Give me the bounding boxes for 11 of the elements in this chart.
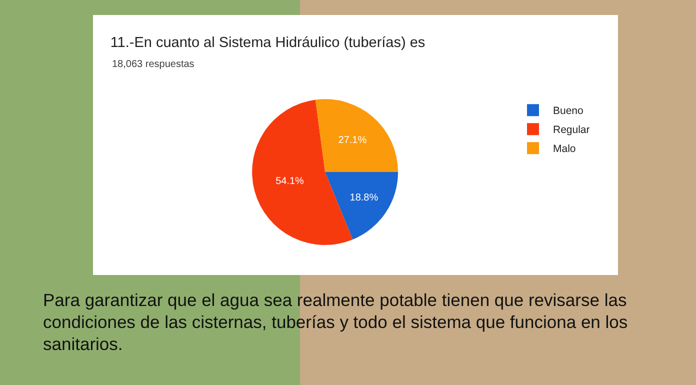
data-label: 27.1% (338, 135, 367, 146)
text: Para garantizar que el agua sea realmente potable tienen que revisarse las condiciones de las cisternas, tuberías y todo el sistema que funciona en los sanitarios. (43, 289, 629, 355)
legend-label: Malo (553, 143, 576, 156)
text: 18,063 respuestas (112, 59, 194, 70)
pie-slice (315, 99, 398, 172)
data-label: 54.1% (276, 176, 304, 187)
legend-label: Bueno (553, 105, 584, 118)
data-label: 18.8% (350, 192, 378, 204)
chart-title: 11.-En cuanto al Sistema Hidráulico (tuberías) es (110, 35, 426, 52)
pie-slice (325, 172, 398, 240)
legend-label: Regular (553, 124, 590, 136)
